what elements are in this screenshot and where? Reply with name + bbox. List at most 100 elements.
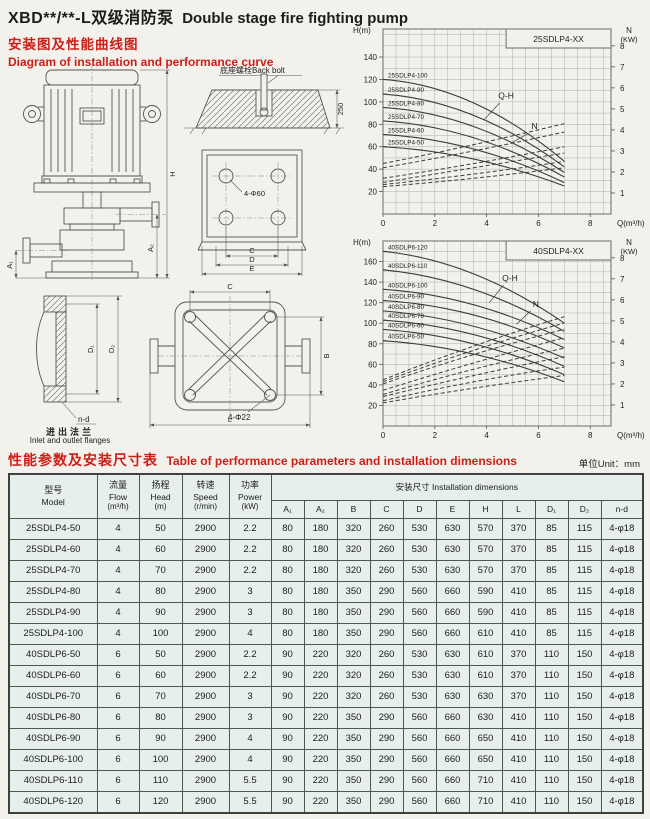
value-cell: 4 [96,538,140,561]
model-cell: 25SDLP4-70 [8,559,98,582]
value-cell: 110 [534,685,569,708]
flow-header-en: Flow [109,491,127,502]
h-tick-label: 20 [368,188,377,197]
value-cell: 5.5 [228,769,272,792]
value-cell: 660 [435,601,470,624]
value-cell: 290 [369,748,404,771]
dims-header-row: A₁ A₂ B C D E H L D₁ D₂ n-d [9,499,644,519]
pump-dim-a1: A₁ [5,261,14,269]
value-cell: 570 [468,538,503,561]
value-cell: 150 [567,685,602,708]
speed-header-cn: 转速 [196,480,215,491]
value-cell: 2900 [181,580,230,603]
value-cell: 85 [534,517,569,540]
curve-label: 40SDLP6-100 [388,282,428,289]
table-row: 40SDLP6-110 6 110 2900 5.5 90 220 350 290 560 660 7… [8,769,644,792]
value-cell: 660 [435,706,470,729]
value-cell: 115 [567,538,602,561]
flow-header-unit: (m³/h) [107,502,129,512]
value-cell: 180 [303,601,338,624]
value-cell: 610 [468,622,503,645]
curve-label: 40SDLP6-70 [388,313,425,320]
section1-heading-cn: 安装图及性能曲线图 [8,37,139,52]
n-tick-label: 1 [620,189,625,198]
power-header-cn: 功率 [240,480,259,491]
value-cell: 110 [534,790,569,813]
value-cell: 350 [336,706,371,729]
model-cell: 40SDLP6-120 [8,790,98,813]
value-cell: 50 [138,517,183,540]
value-cell: 290 [369,790,404,813]
base-top-holes-label: 4-Φ22 [228,413,251,422]
value-cell: 5.5 [228,790,272,813]
value-cell: 660 [435,748,470,771]
curve-label: 40SDLP6-120 [388,244,428,251]
power-header-unit: (kW) [241,502,259,512]
value-cell: 290 [369,601,404,624]
page-title-en: Double stage fire fighting pump [182,10,409,27]
table-row: 25SDLP4-100 4 100 2900 4 80 180 350 290 560 660 610… [8,622,644,645]
value-cell: 560 [402,727,437,750]
table-row: 25SDLP4-60 4 60 2900 2.2 80 180 320 260 530 630 570… [8,538,644,561]
value-cell: 290 [369,769,404,792]
value-cell: 4-φ18 [600,643,644,666]
curve-label: 25SDLP4-90 [388,87,425,94]
value-cell: 70 [138,559,183,582]
value-cell: 4 [228,727,272,750]
table-body: 25SDLP4-50 4 50 2900 2.2 80 180 320 260 530 630 570… [8,517,644,813]
value-cell: 4 [96,622,140,645]
col-header-dim: A₂ [303,499,338,519]
value-cell: 80 [270,538,305,561]
flange-dim-d1: D₁ [86,345,95,353]
value-cell: 630 [468,685,503,708]
value-cell: 320 [336,685,371,708]
y-axis-label-right: N [626,238,632,247]
head-header-cn: 扬程 [151,480,170,491]
value-cell: 2900 [181,664,230,687]
table-row: 40SDLP6-90 6 90 2900 4 90 220 350 290 560 660 650 41… [8,727,644,750]
value-cell: 85 [534,538,569,561]
value-cell: 710 [468,790,503,813]
x-tick-label: 6 [536,431,541,440]
n-tick-label: 1 [620,401,625,410]
value-cell: 320 [336,664,371,687]
y-axis-label-right: N [626,26,632,35]
value-cell: 370 [501,559,536,582]
value-cell: 350 [336,601,371,624]
col-header-dim: H [468,499,503,519]
value-cell: 570 [468,517,503,540]
value-cell: 85 [534,601,569,624]
curve-label: 25SDLP4-100 [388,72,428,79]
model-cell: 25SDLP4-80 [8,580,98,603]
curve-label: 25SDLP4-70 [388,114,425,121]
pump-dim-a2: A₂ [146,244,155,252]
value-cell: 630 [435,685,470,708]
col-header-flow: 流量 Flow (m³/h) [96,473,140,519]
value-cell: 6 [96,685,140,708]
model-cell: 40SDLP6-60 [8,664,98,687]
col-header-dim: D [402,499,437,519]
value-cell: 6 [96,664,140,687]
value-cell: 110 [534,706,569,729]
value-cell: 90 [270,727,305,750]
value-cell: 115 [567,517,602,540]
x-tick-label: 4 [484,219,489,228]
value-cell: 660 [435,769,470,792]
model-cell: 40SDLP6-70 [8,685,98,708]
value-cell: 4-φ18 [600,706,644,729]
value-cell: 85 [534,580,569,603]
value-cell: 110 [534,727,569,750]
value-cell: 80 [270,622,305,645]
value-cell: 110 [534,643,569,666]
table-row: 40SDLP6-70 6 70 2900 3 90 220 320 260 530 630 630 37… [8,685,644,708]
value-cell: 4-φ18 [600,748,644,771]
value-cell: 60 [138,664,183,687]
value-cell: 660 [435,622,470,645]
table-row: 40SDLP6-120 6 120 2900 5.5 90 220 350 290 560 660 7… [8,790,644,813]
value-cell: 2900 [181,769,230,792]
value-cell: 80 [138,580,183,603]
n-tick-label: 7 [620,63,625,72]
value-cell: 220 [303,727,338,750]
value-cell: 410 [501,580,536,603]
